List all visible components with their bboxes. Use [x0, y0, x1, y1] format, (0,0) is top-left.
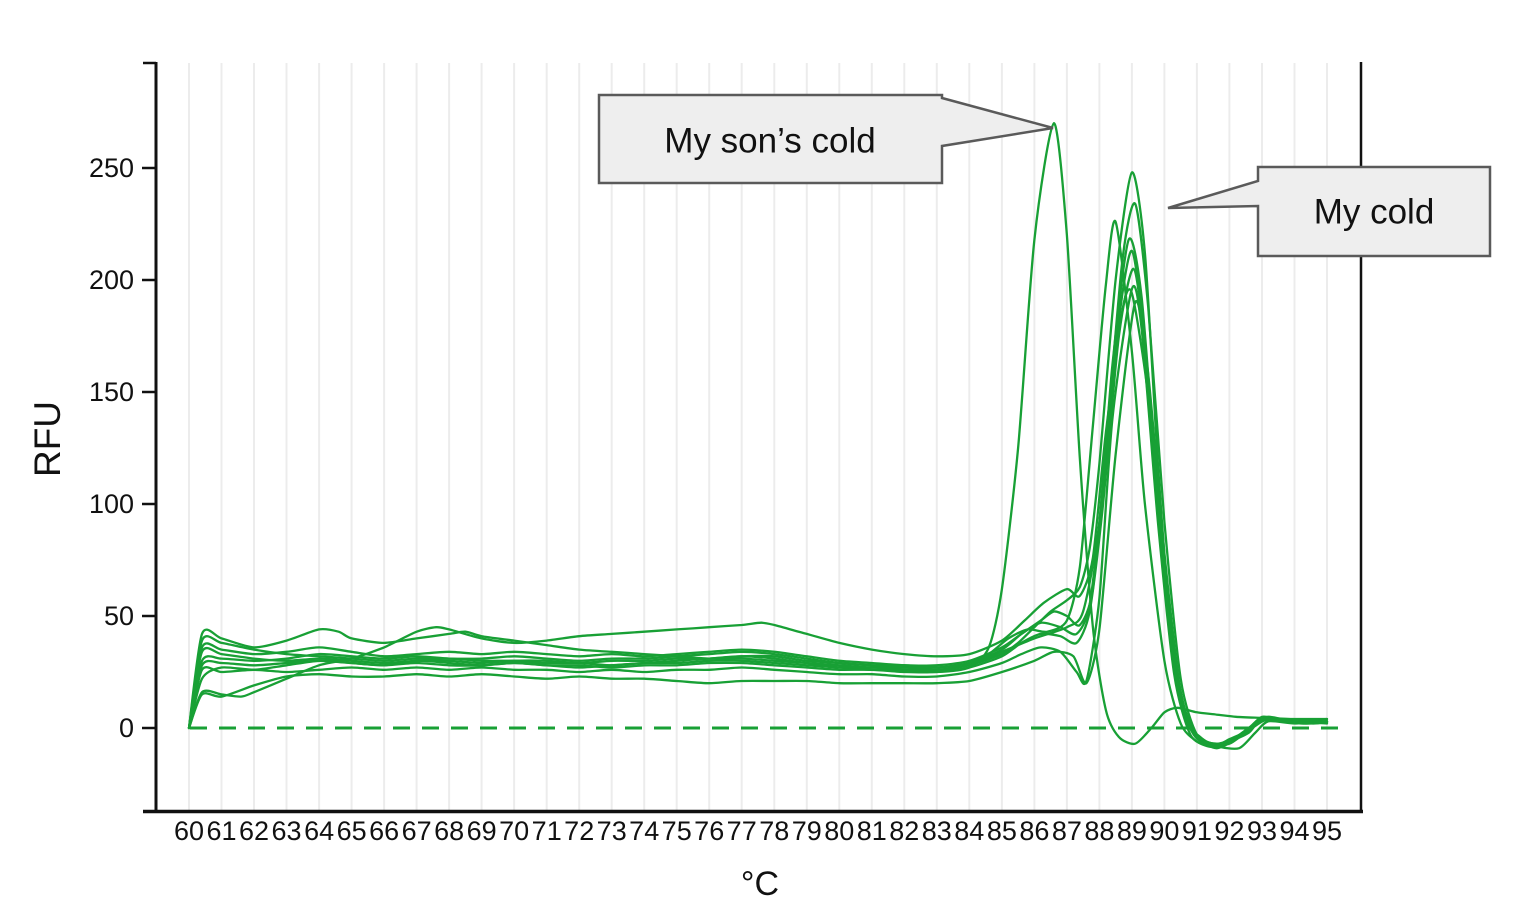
- x-tick-label: 77: [727, 816, 757, 846]
- x-tick-label: 68: [434, 816, 464, 846]
- x-tick-label: 76: [694, 816, 724, 846]
- y-tick-label: 0: [119, 713, 134, 743]
- x-tick-label: 91: [1182, 816, 1212, 846]
- y-tick-label: 200: [89, 265, 134, 295]
- x-tick-label: 64: [304, 816, 334, 846]
- callout-my-cold-label: My cold: [1314, 193, 1435, 232]
- x-tick-label: 70: [499, 816, 529, 846]
- x-tick-label: 88: [1084, 816, 1114, 846]
- x-tick-label: 75: [662, 816, 692, 846]
- x-tick-label: 92: [1214, 816, 1244, 846]
- x-tick-label: 95: [1312, 816, 1342, 846]
- x-tick-label: 94: [1279, 816, 1309, 846]
- y-tick-label: 250: [89, 153, 134, 183]
- x-tick-label: 69: [467, 816, 497, 846]
- x-tick-label: 78: [759, 816, 789, 846]
- x-tick-label: 84: [954, 816, 984, 846]
- x-tick-label: 62: [239, 816, 269, 846]
- callout-my-cold: [1167, 165, 1492, 258]
- x-tick-label: 74: [629, 816, 659, 846]
- x-tick-label: 60: [174, 816, 204, 846]
- x-axis-title: °C: [740, 865, 780, 903]
- melt-curve-my-cold-9: [187, 237, 1329, 746]
- x-tick-label: 66: [369, 816, 399, 846]
- y-tick-label: 50: [104, 601, 134, 631]
- y-tick-label: 100: [89, 489, 134, 519]
- x-tick-label: 61: [206, 816, 236, 846]
- x-tick-label: 86: [1019, 816, 1049, 846]
- y-tick-label: 150: [89, 377, 134, 407]
- melt-curve-my-cold-7: [187, 299, 1329, 750]
- callout-my-sons-cold: [597, 93, 1054, 185]
- x-tick-label: 89: [1117, 816, 1147, 846]
- x-tick-label: 67: [402, 816, 432, 846]
- x-tick-label: 80: [824, 816, 854, 846]
- x-tick-label: 63: [271, 816, 301, 846]
- x-tick-label: 82: [889, 816, 919, 846]
- x-tick-label: 85: [987, 816, 1017, 846]
- x-tick-label: 90: [1149, 816, 1179, 846]
- x-tick-label: 65: [337, 816, 367, 846]
- x-tick-label: 73: [597, 816, 627, 846]
- x-tick-label: 87: [1052, 816, 1082, 846]
- callout-my-sons-cold-label: My son’s cold: [664, 122, 875, 161]
- x-tick-label: 79: [792, 816, 822, 846]
- y-axis-title: RFU: [27, 400, 68, 478]
- x-tick-label: 93: [1247, 816, 1277, 846]
- x-tick-label: 72: [564, 816, 594, 846]
- melt-curve-my-cold-2: [187, 202, 1329, 745]
- melt-curve-my-cold-6: [187, 288, 1329, 750]
- melt-curve-my-cold-5: [187, 285, 1329, 748]
- x-tick-label: 71: [532, 816, 562, 846]
- x-tick-label: 81: [857, 816, 887, 846]
- x-tick-label: 83: [922, 816, 952, 846]
